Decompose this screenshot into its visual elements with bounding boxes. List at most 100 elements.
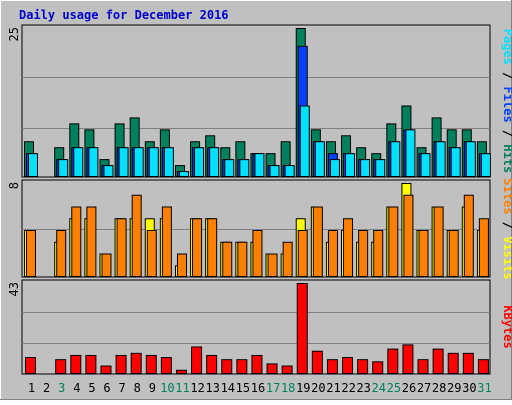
legend-middle: Sites / Visits (501, 178, 512, 279)
bar-pages-day-8 (133, 147, 144, 177)
bar-sites-day-9 (146, 230, 157, 277)
bar-pages-day-1 (28, 153, 38, 178)
bar-kbytes-day-12 (191, 346, 203, 374)
bar-sites-day-18 (282, 241, 293, 277)
bar-sites-day-10 (161, 206, 172, 277)
bar-pages-day-6 (103, 165, 114, 178)
bar-kbytes-day-25 (387, 348, 399, 374)
bar-kbytes-day-28 (432, 348, 444, 374)
bar-sites-day-3 (56, 230, 67, 277)
bar-sites-day-7 (116, 218, 127, 277)
bar-kbytes-day-16 (251, 354, 263, 375)
x-tick-label-day-27: 27 (417, 381, 431, 395)
bar-sites-day-5 (86, 206, 97, 277)
bar-sites-day-8 (131, 194, 142, 277)
y-max-label: 43 (7, 282, 21, 296)
x-tick-label-day-14: 14 (221, 381, 235, 395)
bar-sites-day-25 (388, 206, 399, 277)
bar-sites-day-19 (297, 230, 308, 277)
bar-pages-day-13 (209, 147, 220, 177)
bar-pages-day-15 (239, 159, 250, 177)
bar-sites-day-1 (26, 230, 36, 277)
bar-pages-day-26 (405, 129, 416, 178)
bar-sites-day-24 (373, 230, 384, 277)
bar-pages-day-24 (375, 159, 386, 177)
y-max-label: 25 (7, 27, 21, 41)
bar-pages-day-4 (73, 147, 84, 177)
x-tick-label-day-17: 17 (266, 381, 280, 395)
bar-kbytes-day-1 (25, 357, 36, 374)
chart-panels: 25 Pages / Files / Hits 8 Sites / Visits 43 K… (7, 24, 512, 375)
x-tick-label-day-5: 5 (88, 381, 95, 395)
bar-kbytes-day-5 (85, 354, 97, 375)
legend-entry: / (501, 65, 512, 87)
x-tick-label-day-2: 2 (43, 381, 50, 395)
bar-sites-day-17 (267, 253, 278, 277)
bar-sites-day-21 (327, 230, 338, 277)
bar-pages-day-3 (58, 159, 69, 177)
x-tick-label-day-24: 24 (372, 381, 386, 395)
bar-pages-day-17 (269, 165, 280, 178)
bar-kbytes-day-23 (357, 359, 369, 374)
bar-pages-day-20 (314, 141, 325, 178)
bar-kbytes-day-15 (236, 359, 248, 374)
chart-title: Daily usage for December 2016 (19, 8, 229, 22)
bar-pages-day-11 (178, 171, 189, 177)
panel-visits-sites: 8 Sites / Visits (7, 178, 512, 279)
bar-sites-day-16 (252, 230, 263, 277)
legend-entry: Hits (501, 144, 512, 173)
bar-pages-day-27 (420, 153, 431, 178)
x-axis-labels: 1 2 3 4 5 6 7 8 9 10 11 12 13 14 15 16 17 18 19 20 21 22 23 24 2… (28, 381, 492, 395)
bar-kbytes-day-20 (311, 350, 323, 374)
bar-kbytes-day-13 (206, 354, 218, 375)
bar-sites-day-30 (463, 194, 474, 277)
x-tick-label-day-7: 7 (119, 381, 126, 395)
legend-entry: Sites (501, 178, 512, 214)
legend-entry: / (501, 123, 512, 145)
bar-kbytes-day-6 (100, 365, 112, 374)
bar-kbytes-day-9 (145, 354, 157, 375)
bar-kbytes-day-7 (115, 354, 127, 375)
bar-pages-day-19 (299, 105, 310, 177)
x-tick-label-day-20: 20 (311, 381, 325, 395)
bar-sites-day-13 (207, 218, 218, 277)
bar-kbytes-day-8 (130, 352, 142, 375)
x-tick-label-day-4: 4 (73, 381, 80, 395)
x-tick-label-day-15: 15 (236, 381, 250, 395)
x-tick-label-day-30: 30 (462, 381, 476, 395)
bar-pages-day-16 (254, 153, 265, 178)
bar-sites-day-20 (312, 206, 323, 277)
x-tick-label-day-16: 16 (251, 381, 265, 395)
bar-sites-day-11 (176, 253, 187, 277)
bar-kbytes-day-11 (175, 369, 187, 375)
x-tick-label-day-6: 6 (103, 381, 110, 395)
x-tick-label-day-22: 22 (341, 381, 355, 395)
legend-entry: / (501, 215, 512, 237)
bar-kbytes-day-17 (266, 363, 278, 375)
bar-kbytes-day-22 (342, 357, 354, 374)
bar-sites-day-29 (448, 230, 459, 277)
bar-pages-day-30 (465, 141, 476, 178)
x-tick-label-day-26: 26 (402, 381, 416, 395)
bar-pages-day-29 (450, 147, 461, 177)
bar-sites-day-28 (433, 206, 444, 277)
bar-pages-day-18 (284, 165, 295, 178)
x-tick-label-day-9: 9 (149, 381, 156, 395)
bar-pages-day-28 (435, 141, 446, 178)
y-max-label: 8 (7, 182, 21, 189)
bar-pages-day-10 (163, 147, 174, 177)
bar-sites-day-31 (478, 218, 489, 277)
bar-sites-day-15 (237, 241, 248, 277)
bar-pages-day-25 (390, 141, 401, 178)
x-tick-label-day-13: 13 (205, 381, 219, 395)
x-tick-label-day-23: 23 (356, 381, 370, 395)
legend-bottom: KBytes (501, 305, 512, 348)
bar-sites-day-14 (222, 241, 233, 277)
legend-entry: KBytes (501, 305, 512, 348)
bar-pages-day-14 (224, 159, 235, 177)
bar-pages-day-7 (118, 147, 129, 177)
panel-hits-files-pages: 25 Pages / Files / Hits (7, 24, 512, 178)
x-tick-label-day-28: 28 (432, 381, 446, 395)
